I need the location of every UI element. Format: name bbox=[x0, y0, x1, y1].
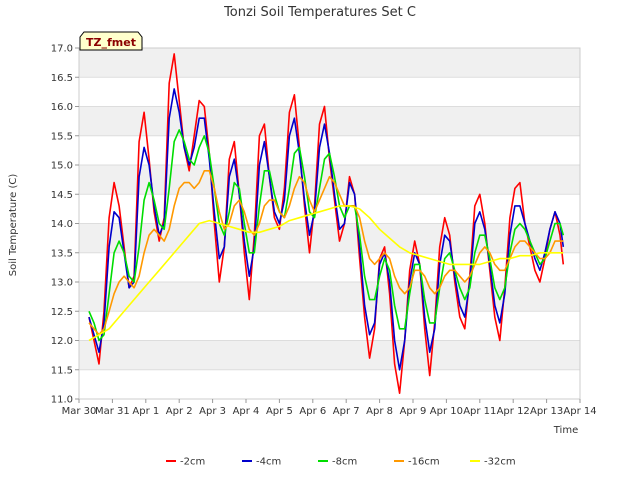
grid-band bbox=[79, 340, 580, 370]
y-tick-label: 12.5 bbox=[51, 307, 73, 318]
legend-label: -8cm bbox=[332, 457, 357, 468]
grid-bands bbox=[79, 48, 580, 370]
legend-label: -32cm bbox=[484, 457, 516, 468]
y-tick-label: 14.0 bbox=[51, 219, 73, 230]
x-tick-label: Apr 14 bbox=[563, 406, 596, 417]
x-tick-label: Apr 1 bbox=[132, 406, 159, 417]
series-line-16cmcm bbox=[88, 170, 564, 336]
chart-title: Tonzi Soil Temperatures Set C bbox=[223, 5, 416, 20]
series-line-32cmcm bbox=[88, 205, 564, 342]
x-tick-label: Apr 9 bbox=[400, 406, 427, 417]
x-tick-label: Apr 4 bbox=[233, 406, 260, 417]
x-tick-label: Apr 10 bbox=[430, 406, 463, 417]
y-tick-label: 12.0 bbox=[51, 336, 73, 347]
legend: -2cm -4cm -8cm -16cm -32cm bbox=[166, 457, 516, 468]
y-tick-label: 14.5 bbox=[51, 190, 73, 201]
x-tick-label: Mar 30 bbox=[62, 406, 97, 417]
x-tick-label: Apr 13 bbox=[530, 406, 563, 417]
y-tick-label: 16.0 bbox=[51, 102, 73, 113]
y-tick-label: 16.5 bbox=[51, 73, 73, 84]
x-tick-label: Apr 12 bbox=[497, 406, 530, 417]
x-tick-label: Apr 11 bbox=[463, 406, 496, 417]
y-axis-title: Soil Temperature (C) bbox=[8, 174, 19, 277]
y-tick-label: 11.5 bbox=[51, 365, 73, 376]
y-tick-label: 13.0 bbox=[51, 278, 73, 289]
legend-label: -2cm bbox=[180, 457, 205, 468]
y-tick-label: 17.0 bbox=[51, 44, 73, 55]
legend-label: -16cm bbox=[408, 457, 440, 468]
y-axis: 11.0 11.5 12.0 12.5 13.0 13.5 14.0 14.5 15.0 15.5… bbox=[51, 44, 79, 406]
series-line-8cmcm bbox=[88, 129, 565, 342]
grid-band bbox=[79, 282, 580, 312]
grid-band bbox=[79, 223, 580, 253]
series-line-4cmcm bbox=[88, 88, 565, 371]
x-tick-label: Apr 3 bbox=[199, 406, 226, 417]
y-tick-label: 15.0 bbox=[51, 161, 73, 172]
x-tick-label: Apr 6 bbox=[299, 406, 326, 417]
y-tick-label: 13.5 bbox=[51, 248, 73, 259]
station-badge: TZ_fmet bbox=[79, 31, 143, 51]
badge-label: TZ_fmet bbox=[86, 36, 136, 49]
grid-band bbox=[79, 165, 580, 195]
x-tick-label: Apr 5 bbox=[266, 406, 293, 417]
x-tick-label: Apr 2 bbox=[166, 406, 193, 417]
y-tick-label: 15.5 bbox=[51, 131, 73, 142]
badge-shape bbox=[79, 31, 143, 51]
x-tick-label: Apr 7 bbox=[333, 406, 360, 417]
x-tick-label: Apr 8 bbox=[366, 406, 393, 417]
grid-band bbox=[79, 106, 580, 136]
grid-band bbox=[79, 48, 580, 78]
legend-label: -4cm bbox=[256, 457, 281, 468]
series-layer bbox=[88, 53, 565, 395]
x-tick-label: Mar 31 bbox=[95, 406, 130, 417]
x-axis-title: Time bbox=[553, 425, 578, 436]
y-tick-label: 11.0 bbox=[51, 395, 73, 406]
